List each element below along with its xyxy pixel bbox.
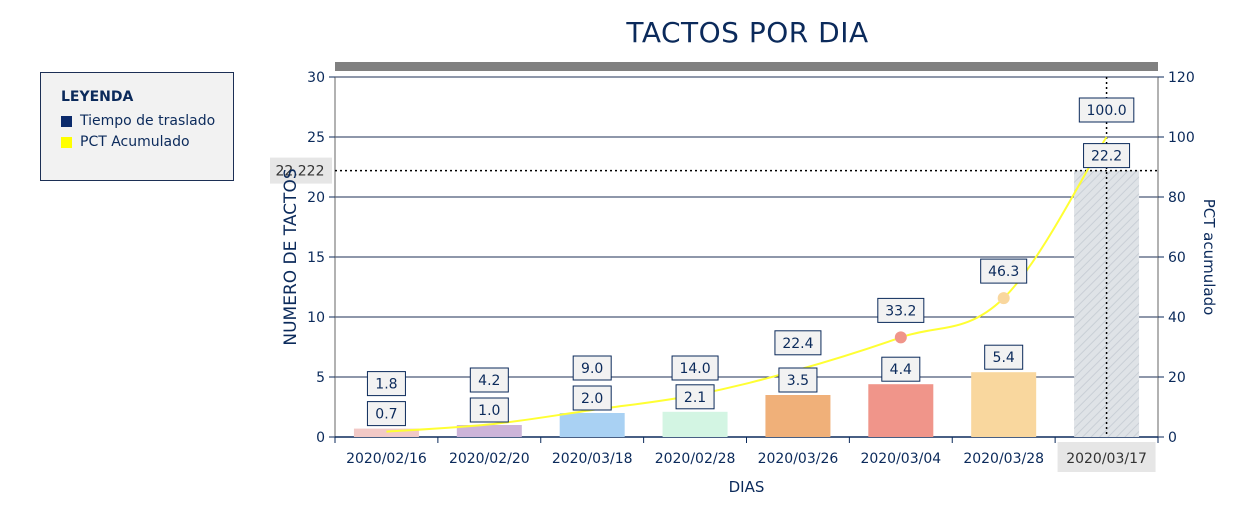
bar-value-label-box [881,356,921,382]
bar [559,413,625,437]
legend-item-tiempo[interactable]: Tiempo de traslado [61,113,233,129]
pct-value-label-box [671,355,719,381]
top-band [335,62,1158,71]
y2-axis-title: PCT acumulado [1200,199,1218,316]
chart-title: TACTOS POR DIA [626,16,869,49]
crosshair-y-badge [270,157,332,184]
bar-value-label-box [1083,143,1131,169]
bar-value-label: 3.5 [787,373,809,389]
pct-value-label: 9.0 [581,361,603,377]
bar [456,425,522,437]
y-tick-label: 25 [307,130,325,146]
y2-tick-label: 20 [1168,370,1186,386]
x-category-label: 2020/03/18 [552,451,633,467]
pct-value-label-box [877,297,925,323]
bar-value-label: 2.0 [581,391,603,407]
pct-value-label: 4.2 [478,373,500,389]
bar-value-label-box [984,344,1024,370]
bar [353,428,419,437]
bar [971,372,1037,437]
pct-value-label: 100.0 [1087,103,1127,119]
x-category-label: 2020/03/04 [860,451,941,467]
y-tick-label: 10 [307,310,325,326]
y-axis-title: NUMERO DE TACTOS [281,168,301,345]
pct-marker [997,292,1010,305]
y-tick-label: 30 [307,70,325,86]
y-tick-label: 0 [316,430,325,446]
y2-tick-label: 60 [1168,250,1186,266]
pct-value-label-box [980,258,1028,284]
bar-value-label-box [572,385,612,411]
bar-value-label: 1.0 [478,403,500,419]
bar-value-label: 5.4 [993,350,1015,366]
y-tick-label: 15 [307,250,325,266]
legend-label-tiempo: Tiempo de traslado [80,113,216,129]
bar-value-label: 2.1 [684,390,706,406]
pct-value-label: 33.2 [885,303,916,319]
y2-tick-label: 0 [1168,430,1177,446]
pct-value-label-box [469,367,509,393]
x-axis-title: DIAS [729,478,765,496]
legend-title: LEYENDA [61,89,134,105]
highlight-category-badge [1057,442,1156,472]
pct-value-label-box [1078,97,1135,123]
y2-tick-label: 40 [1168,310,1186,326]
x-category-label: 2020/02/16 [346,451,427,467]
bar-value-label: 22.2 [1091,149,1122,165]
bar [662,411,728,437]
legend-swatch-pct [61,136,72,148]
y-tick-label: 20 [307,190,325,206]
bar-value-label: 4.4 [890,362,912,378]
y2-tick-label: 80 [1168,190,1186,206]
pct-value-label: 14.0 [679,361,710,377]
bar-value-label-box [778,367,818,393]
bar-value-label-box [675,384,715,410]
pct-value-label: 46.3 [988,264,1019,280]
y2-tick-label: 120 [1168,70,1195,86]
pct-value-label: 1.8 [375,377,397,393]
pct-marker [894,331,907,344]
y2-tick-label: 100 [1168,130,1195,146]
legend-swatch-tiempo [61,115,72,127]
pct-value-label-box [366,371,406,397]
pct-value-label-box [774,330,822,356]
x-category-label: 2020/03/17 [1066,451,1147,467]
legend-box: LEYENDA Tiempo de traslado PCT Acumulado [40,72,234,181]
bar-value-label-box [366,401,406,427]
bar [765,395,831,437]
x-category-label: 2020/02/28 [655,451,736,467]
legend-label-pct: PCT Acumulado [80,134,190,150]
x-category-label: 2020/03/26 [758,451,839,467]
y-tick-label: 5 [316,370,325,386]
bar-value-label-box [469,397,509,423]
legend-item-pct[interactable]: PCT Acumulado [61,134,233,150]
bar [868,384,934,437]
crosshair-y-label: 22.222 [276,164,325,180]
x-category-label: 2020/03/28 [963,451,1044,467]
pct-value-label-box [572,355,612,381]
pct-value-label: 22.4 [782,336,813,352]
bar-value-label: 0.7 [375,407,397,423]
x-category-label: 2020/02/20 [449,451,530,467]
